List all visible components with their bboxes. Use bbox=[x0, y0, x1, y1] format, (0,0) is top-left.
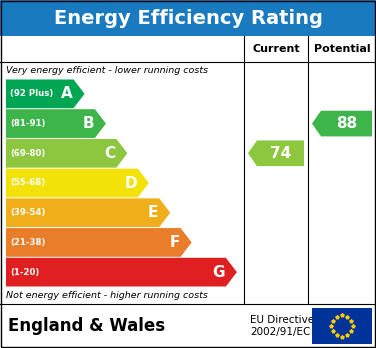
Polygon shape bbox=[6, 258, 237, 286]
Polygon shape bbox=[6, 109, 106, 138]
Polygon shape bbox=[6, 169, 149, 197]
Text: EU Directive: EU Directive bbox=[250, 315, 314, 325]
Text: Energy Efficiency Rating: Energy Efficiency Rating bbox=[53, 8, 323, 27]
Text: (92 Plus): (92 Plus) bbox=[10, 89, 53, 98]
Bar bbox=[0, 304, 376, 348]
Polygon shape bbox=[6, 198, 170, 227]
Bar bbox=[312, 308, 372, 344]
Polygon shape bbox=[312, 111, 372, 136]
Text: England & Wales: England & Wales bbox=[8, 317, 165, 335]
Text: A: A bbox=[61, 86, 73, 101]
Polygon shape bbox=[6, 79, 85, 108]
Text: Very energy efficient - lower running costs: Very energy efficient - lower running co… bbox=[6, 66, 208, 75]
Text: 74: 74 bbox=[270, 146, 291, 161]
Text: (21-38): (21-38) bbox=[10, 238, 45, 247]
Text: C: C bbox=[104, 146, 115, 161]
Polygon shape bbox=[248, 141, 304, 166]
Text: (55-68): (55-68) bbox=[10, 179, 45, 188]
Text: 2002/91/EC: 2002/91/EC bbox=[250, 327, 310, 337]
Text: (81-91): (81-91) bbox=[10, 119, 45, 128]
Text: G: G bbox=[212, 264, 225, 280]
Text: B: B bbox=[82, 116, 94, 131]
Polygon shape bbox=[6, 139, 127, 168]
Text: D: D bbox=[124, 175, 137, 190]
Bar bbox=[0, 0, 376, 36]
Text: (39-54): (39-54) bbox=[10, 208, 45, 217]
Text: Current: Current bbox=[252, 44, 300, 54]
Text: (1-20): (1-20) bbox=[10, 268, 39, 277]
Text: (69-80): (69-80) bbox=[10, 149, 45, 158]
Text: E: E bbox=[148, 205, 158, 220]
Text: 88: 88 bbox=[336, 116, 357, 131]
Text: Potential: Potential bbox=[314, 44, 370, 54]
Text: Not energy efficient - higher running costs: Not energy efficient - higher running co… bbox=[6, 291, 208, 300]
Polygon shape bbox=[6, 228, 192, 257]
Text: F: F bbox=[169, 235, 180, 250]
